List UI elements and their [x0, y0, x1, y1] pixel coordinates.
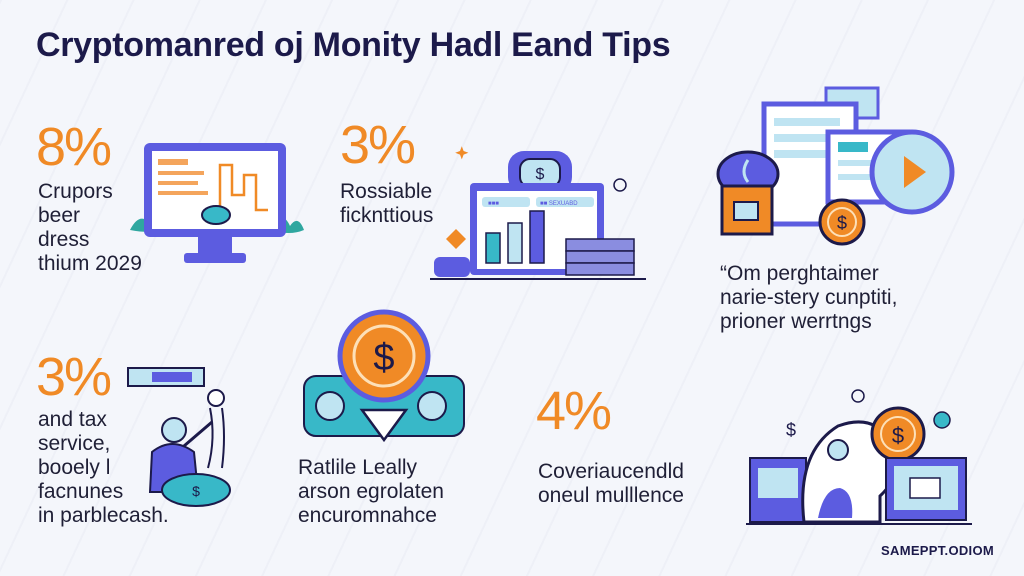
- watermark: SAMEPPT.ODIOM: [881, 543, 994, 558]
- card-4-description: and tax service, booely l facnunes in parble…: [38, 408, 169, 527]
- card-3-description: “Om perghtaimer narie-stery cunptiti, prio…: [720, 262, 898, 333]
- multi-device-dollar-icon: $: [716, 86, 955, 246]
- svg-text:$: $: [892, 423, 904, 448]
- head-silhouette-coin-icon: $ $: [746, 389, 972, 525]
- svg-text:$: $: [373, 337, 394, 379]
- card-4-percent: 3%: [36, 347, 112, 407]
- screen-label-2: ■■ SEXUABD: [540, 201, 578, 207]
- card-1-description: Crupors beer dress thium 2029: [38, 180, 142, 275]
- dollar-coin-arrow-icon: $: [303, 309, 465, 443]
- svg-text:$: $: [192, 483, 200, 499]
- svg-text:$: $: [837, 213, 847, 233]
- card-5-description: Ratlile Leally arson egrolaten encuromnahc…: [298, 456, 444, 527]
- person-with-coin-icon: $: [127, 367, 231, 507]
- dashboard-bar-chart-icon: $ ■■■ ■■ SEXUABD: [430, 146, 646, 280]
- computer-monitor-chart-icon: [130, 143, 304, 263]
- svg-text:$: $: [536, 166, 545, 183]
- card-6-percent: 4%: [536, 381, 612, 441]
- card-1-percent: 8%: [36, 117, 112, 177]
- svg-text:$: $: [786, 420, 796, 440]
- card-6-description: Coveriaucendld oneul mulllence: [538, 460, 684, 507]
- card-2-description: Rossiable ficknttious: [340, 180, 434, 227]
- card-2-percent: 3%: [340, 115, 416, 175]
- page-title: Cryptomanred oj Monity Hadl Eand Tips: [36, 26, 671, 64]
- screen-label-1: ■■■: [488, 201, 499, 207]
